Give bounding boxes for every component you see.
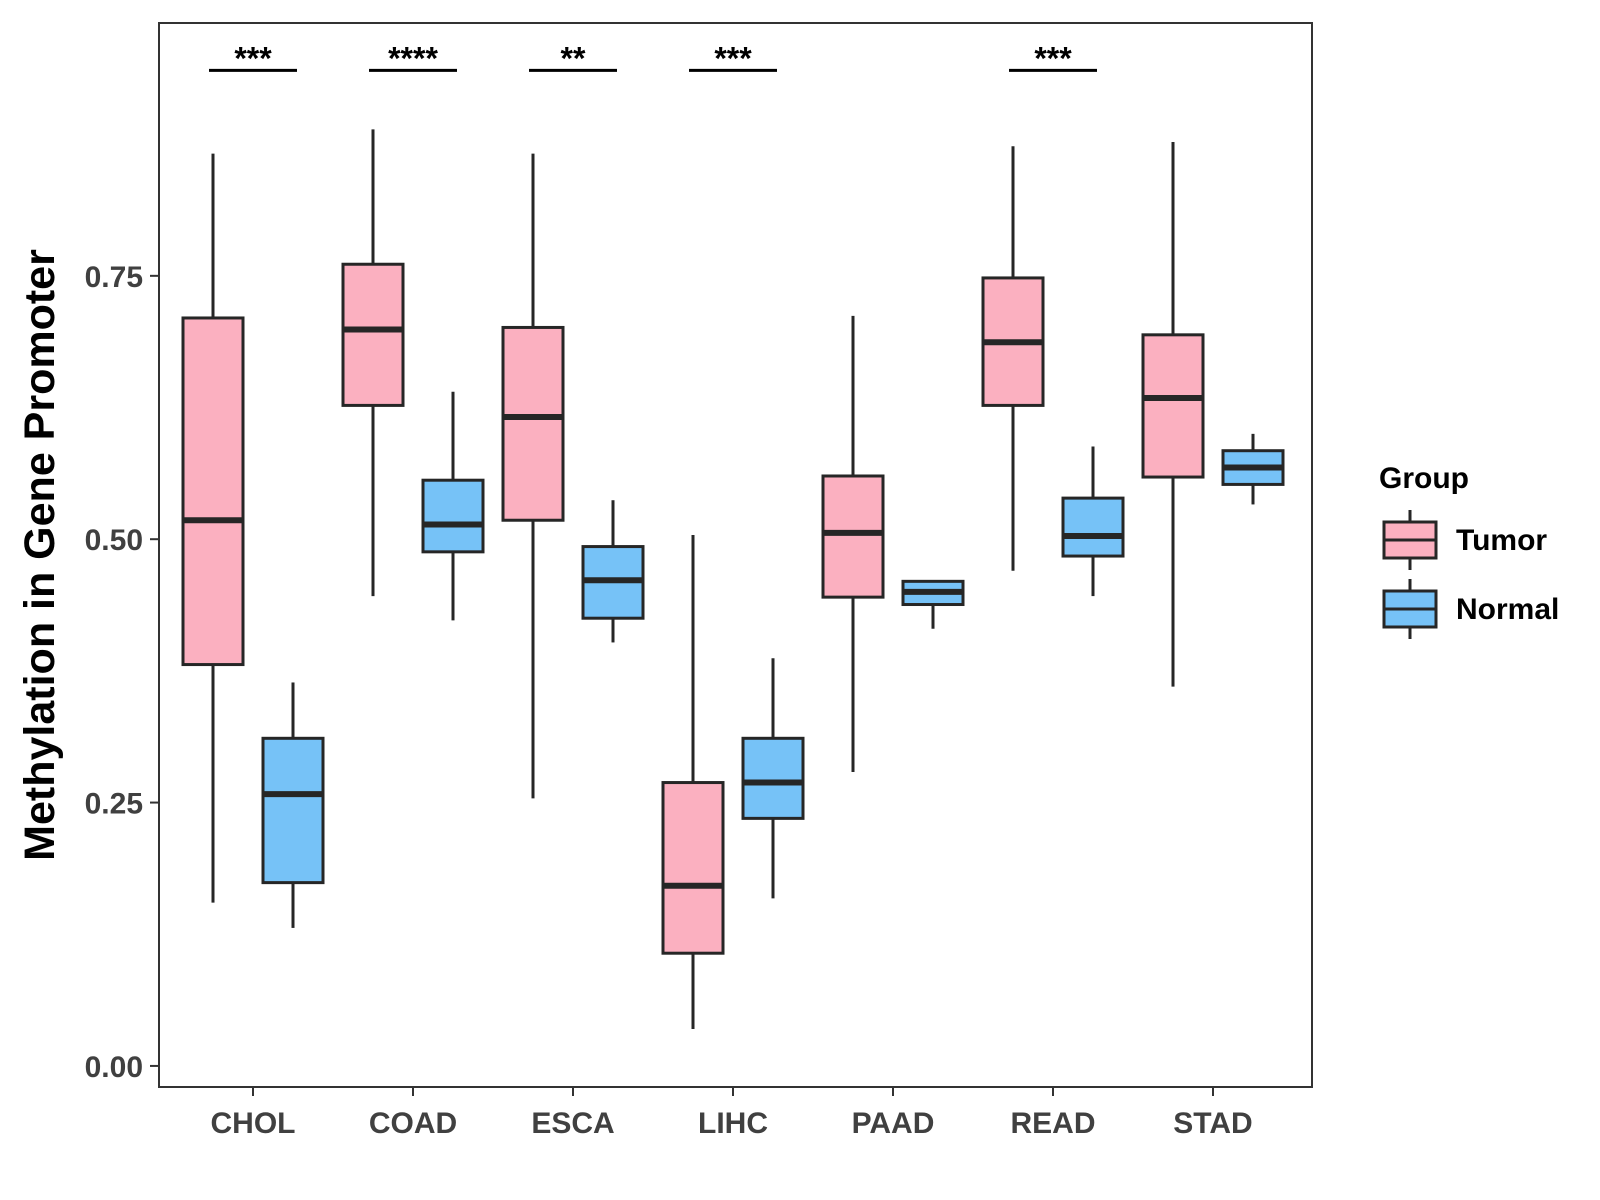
box-body xyxy=(341,262,405,407)
legend: Group Tumor Normal xyxy=(1379,462,1559,639)
y-tick-label: 0.50 xyxy=(85,524,143,557)
plot-panel xyxy=(158,22,1313,1088)
y-tick-label: 0.00 xyxy=(85,1051,143,1084)
significance-label-lihc: *** xyxy=(714,40,752,76)
y-axis-title: Methylation in Gene Promoter xyxy=(16,249,64,861)
box-tumor-esca xyxy=(501,153,565,799)
box-body xyxy=(501,325,565,522)
x-tick-label-read: READ xyxy=(1010,1107,1095,1140)
box-body xyxy=(421,478,485,554)
y-tick-label: 0.25 xyxy=(85,788,143,821)
x-tick-label-paad: PAAD xyxy=(852,1107,935,1140)
box-body xyxy=(821,474,885,599)
legend-item-normal: Normal xyxy=(1382,579,1559,639)
box-body xyxy=(661,781,725,955)
x-tick-label-chol: CHOL xyxy=(211,1107,296,1140)
box-body xyxy=(1141,333,1205,479)
legend-title: Group xyxy=(1379,462,1469,495)
box-body xyxy=(1061,496,1125,558)
box-normal-esca xyxy=(581,500,645,643)
y-axis: 0.00 0.25 0.50 0.75 xyxy=(85,261,159,1084)
box-normal-lihc xyxy=(741,658,805,899)
legend-item-tumor: Tumor xyxy=(1382,510,1547,570)
box-normal-read xyxy=(1061,446,1125,597)
significance-label-esca: ** xyxy=(561,40,586,76)
box-tumor-coad xyxy=(341,129,405,597)
box-normal-chol xyxy=(261,682,325,928)
significance-label-chol: *** xyxy=(234,40,272,76)
box-tumor-stad xyxy=(1141,142,1205,687)
x-tick-label-esca: ESCA xyxy=(531,1107,614,1140)
significance-label-read: *** xyxy=(1034,40,1072,76)
box-tumor-chol xyxy=(181,153,245,903)
box-tumor-lihc xyxy=(661,534,725,1030)
y-tick-label: 0.75 xyxy=(85,261,143,294)
box-body xyxy=(741,736,805,820)
box-tumor-paad xyxy=(821,315,885,773)
x-tick-label-coad: COAD xyxy=(369,1107,457,1140)
x-axis: CHOL COAD ESCA LIHC PAAD READ STAD xyxy=(211,1087,1253,1140)
box-normal-coad xyxy=(421,391,485,621)
boxes xyxy=(181,129,1285,1030)
x-tick-label-stad: STAD xyxy=(1173,1107,1252,1140)
box-normal-paad xyxy=(901,579,965,629)
legend-label-normal: Normal xyxy=(1456,593,1559,626)
significance-label-coad: **** xyxy=(388,40,438,76)
legend-label-tumor: Tumor xyxy=(1456,524,1547,557)
box-normal-stad xyxy=(1221,433,1285,505)
significance-annotations: *** **** ** *** *** xyxy=(209,40,1097,76)
box-tumor-read xyxy=(981,146,1045,571)
x-tick-label-lihc: LIHC xyxy=(698,1107,768,1140)
box-body xyxy=(261,736,325,885)
box-body xyxy=(181,316,245,667)
